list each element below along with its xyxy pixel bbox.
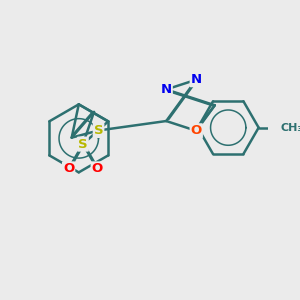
Text: S: S bbox=[78, 138, 88, 151]
Text: S: S bbox=[94, 124, 103, 137]
Text: CH₃: CH₃ bbox=[280, 123, 300, 133]
Text: N: N bbox=[191, 73, 202, 86]
Text: O: O bbox=[190, 124, 202, 137]
Text: N: N bbox=[161, 83, 172, 96]
Text: O: O bbox=[92, 162, 103, 176]
Text: O: O bbox=[63, 162, 74, 176]
